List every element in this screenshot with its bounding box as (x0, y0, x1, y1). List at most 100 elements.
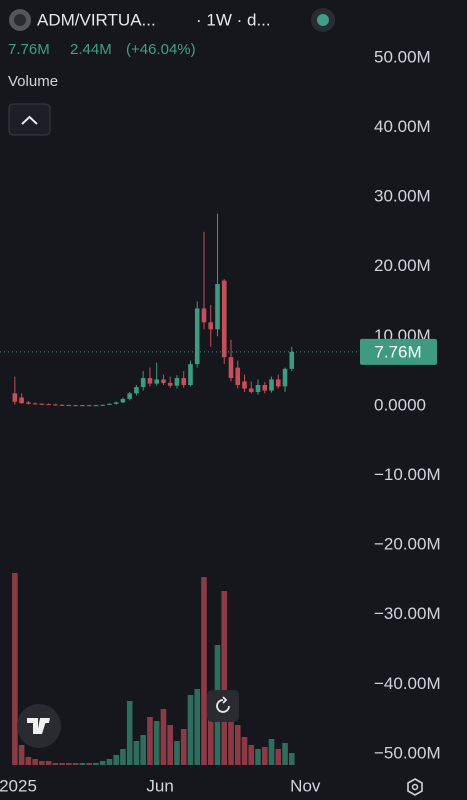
volume-bar (147, 717, 153, 765)
volume-bar (167, 725, 174, 765)
volume-bar (288, 753, 295, 765)
candle-body (127, 393, 132, 399)
candle-body (167, 382, 173, 386)
y-tick-label: −40.00M (374, 674, 441, 693)
candle-body (248, 388, 254, 392)
y-tick-label: 50.00M (374, 47, 431, 66)
price: 7.76M (8, 41, 50, 58)
volume-bar (275, 749, 282, 765)
volume-bar (180, 729, 187, 765)
volume-bar (282, 743, 288, 765)
symbol[interactable]: ADM/VIRTUA... (37, 10, 156, 29)
candle-body (26, 402, 31, 404)
volume-bar (174, 741, 180, 765)
candle-body (59, 404, 65, 406)
candle-body (19, 397, 24, 404)
candle-body (134, 387, 139, 394)
collapse-button[interactable] (8, 103, 51, 136)
volume-bar (248, 745, 255, 765)
candle-body (161, 379, 166, 383)
reset-icon (216, 696, 230, 713)
volume-bar (59, 763, 65, 765)
volume-bar (106, 759, 113, 765)
candle-body (113, 402, 119, 404)
interval[interactable]: · 1W · d... (196, 10, 271, 29)
candle-body (80, 405, 85, 407)
volume-bar (126, 701, 133, 765)
candle-body (140, 378, 146, 388)
volume-bar (79, 763, 86, 765)
y-tick-label: 0.0000 (374, 395, 426, 414)
y-tick-label: −20.00M (374, 535, 441, 554)
candle-body (208, 322, 214, 330)
y-tick-label: −10.00M (374, 465, 441, 484)
y-tick-label: −30.00M (374, 604, 441, 623)
volume-bar (221, 591, 228, 765)
candle-body (154, 379, 159, 384)
candle-body (215, 284, 220, 330)
volume-bar (25, 757, 32, 765)
volume-bar (194, 689, 201, 765)
x-tick-label: Jun (146, 776, 173, 795)
candle-body (46, 404, 51, 406)
change: 2.44M (70, 41, 112, 58)
y-tick-label: −50.00M (374, 743, 441, 762)
candle-body (194, 308, 200, 365)
candle-body (255, 385, 261, 392)
candle-body (275, 379, 281, 387)
volume-bar (99, 761, 106, 765)
candle-body (228, 357, 234, 379)
candle-body (262, 385, 268, 391)
y-tick-label: 40.00M (374, 117, 431, 136)
volume-label: Volume (8, 73, 58, 90)
volume-bar (201, 577, 207, 765)
reset-button[interactable] (207, 690, 239, 722)
x-tick-label: Nov (290, 776, 321, 795)
candle-body (120, 398, 126, 403)
volume-bar (66, 763, 72, 765)
volume-bar (261, 747, 268, 765)
volume-bar (12, 573, 18, 765)
volume-bar (133, 741, 140, 765)
candle-body (181, 378, 187, 385)
volume-bar (86, 763, 92, 765)
status-dot (317, 14, 329, 26)
candle-body (188, 364, 193, 385)
candle-body (66, 405, 72, 407)
logo-icon (27, 718, 50, 734)
candle-body (12, 393, 18, 402)
collapse-icon (21, 115, 38, 125)
candle-body (100, 404, 105, 406)
volume-bar (255, 749, 261, 765)
y-tick-label: 20.00M (374, 256, 431, 275)
volume-bar (93, 763, 99, 765)
settings-button[interactable] (407, 778, 423, 796)
volume-bar (187, 695, 194, 765)
volume-bar (207, 715, 214, 765)
volume-bar (113, 755, 119, 765)
candle-body (147, 378, 153, 384)
volume-bar (18, 745, 25, 765)
candle-body (32, 403, 38, 405)
symbol-avatar-inner (14, 14, 26, 26)
volume-bar (268, 739, 275, 765)
candle-body (86, 405, 92, 407)
candle-body (289, 351, 295, 369)
volume-bar (32, 759, 38, 765)
last-price-label: 7.76M (374, 342, 421, 361)
y-tick-label: 30.00M (374, 187, 431, 206)
candle-body (282, 368, 288, 387)
volume-bar (241, 737, 248, 765)
volume-bar (72, 763, 79, 765)
candle-body (235, 367, 241, 385)
candle-body (174, 378, 180, 386)
candle-body (221, 280, 227, 358)
candle-body (201, 308, 207, 323)
volume-bar (120, 749, 126, 765)
candle-body (242, 381, 247, 389)
volume-bar (228, 701, 234, 765)
volume-bar (39, 761, 45, 765)
